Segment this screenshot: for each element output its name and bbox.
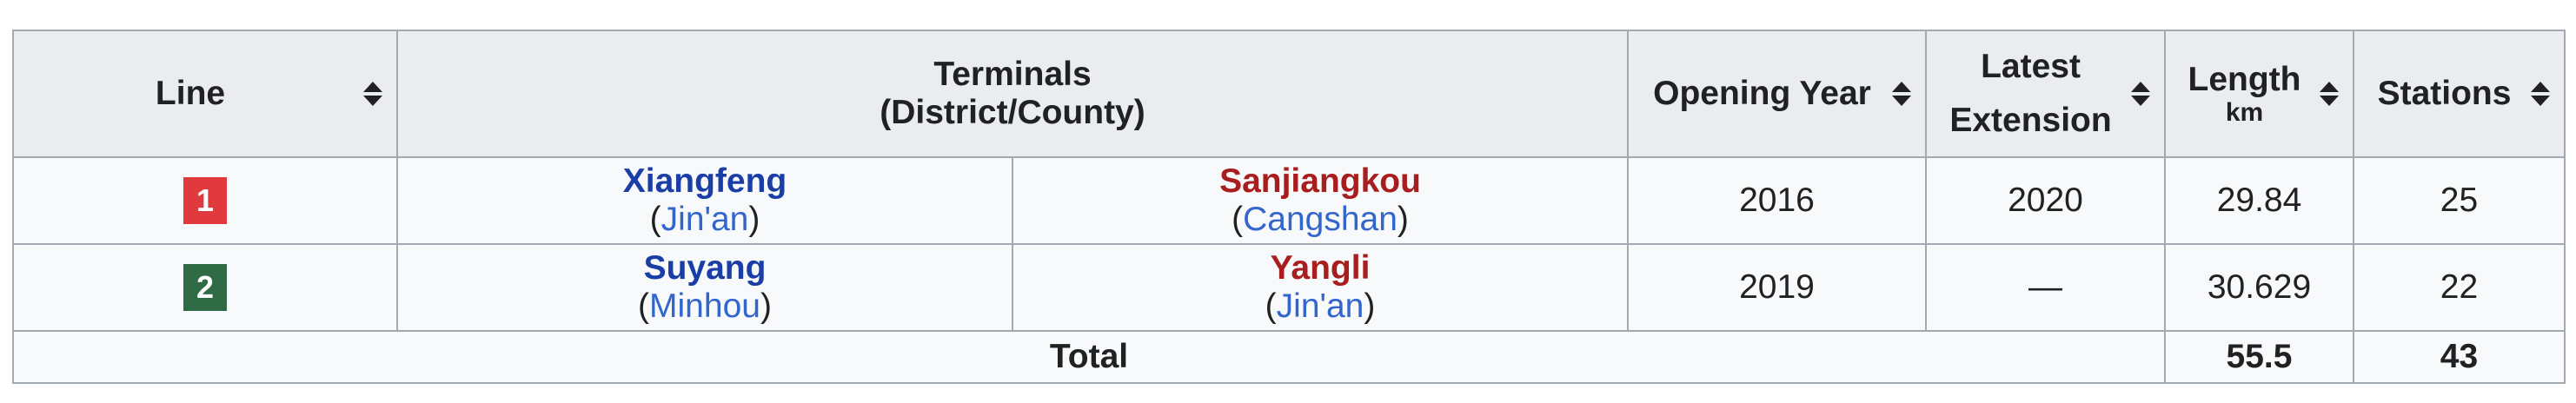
table-row: 2 Suyang (Minhou) Yangli (Jin'an) 2019 —…: [12, 243, 2566, 332]
district-link[interactable]: Cangshan: [1243, 201, 1398, 238]
sort-updown-icon[interactable]: [2531, 81, 2550, 107]
total-stations: 43: [2353, 330, 2566, 384]
terminal-b-district: (Jin'an): [1265, 287, 1376, 325]
terminal-a-cell: Suyang (Minhou): [396, 243, 1013, 332]
header-terminals-label: Terminals: [933, 56, 1092, 94]
header-line[interactable]: Line: [12, 30, 398, 158]
header-latest-label: Latest: [1981, 47, 2081, 85]
line-cell: 2: [12, 243, 398, 332]
header-terminals: Terminals (District/County): [396, 30, 1629, 158]
length-cell: 29.84: [2164, 156, 2354, 245]
header-line-label: Line: [155, 75, 226, 113]
stations-cell: 22: [2353, 243, 2566, 332]
header-length-unit: km: [2225, 98, 2264, 128]
opening-year-cell: 2016: [1627, 156, 1927, 245]
header-row: Line Terminals (District/County) Opening…: [12, 30, 2566, 158]
sort-updown-icon[interactable]: [363, 81, 382, 107]
district-link[interactable]: Jin'an: [661, 201, 749, 238]
header-terminals-sub: (District/County): [880, 94, 1145, 131]
latest-extension-cell: —: [1925, 243, 2166, 332]
sort-updown-icon[interactable]: [2131, 81, 2150, 107]
header-latest-extension[interactable]: Latest Extension: [1925, 30, 2166, 158]
length-cell: 30.629: [2164, 243, 2354, 332]
opening-year-cell: 2019: [1627, 243, 1927, 332]
header-length[interactable]: Length km: [2164, 30, 2354, 158]
district-link[interactable]: Jin'an: [1276, 287, 1364, 325]
line-badge[interactable]: 1: [183, 177, 227, 224]
header-stations-label: Stations: [2377, 75, 2512, 113]
total-length: 55.5: [2164, 330, 2354, 384]
header-length-label: Length: [2188, 60, 2301, 98]
metro-lines-table: Line Terminals (District/County) Opening…: [12, 30, 2566, 384]
terminal-b-name[interactable]: Yangli: [1270, 249, 1371, 287]
header-opening-year-label: Opening Year: [1653, 75, 1871, 113]
terminal-a-district: (Minhou): [638, 287, 772, 325]
latest-extension-cell: 2020: [1925, 156, 2166, 245]
sort-updown-icon[interactable]: [2320, 81, 2339, 107]
terminal-b-name[interactable]: Sanjiangkou: [1219, 162, 1421, 201]
terminal-a-name[interactable]: Xiangfeng: [622, 162, 787, 201]
total-row: Total 55.5 43: [12, 330, 2566, 384]
terminal-a-district: (Jin'an): [649, 201, 760, 238]
sort-updown-icon[interactable]: [1892, 81, 1911, 107]
terminal-a-name[interactable]: Suyang: [643, 249, 767, 287]
header-opening-year[interactable]: Opening Year: [1627, 30, 1927, 158]
terminal-b-cell: Yangli (Jin'an): [1012, 243, 1629, 332]
stations-cell: 25: [2353, 156, 2566, 245]
district-link[interactable]: Minhou: [649, 287, 760, 325]
line-cell: 1: [12, 156, 398, 245]
table-row: 1 Xiangfeng (Jin'an) Sanjiangkou (Cangsh…: [12, 156, 2566, 245]
line-badge[interactable]: 2: [183, 264, 227, 311]
terminal-a-cell: Xiangfeng (Jin'an): [396, 156, 1013, 245]
total-label: Total: [12, 330, 2166, 384]
header-stations[interactable]: Stations: [2353, 30, 2566, 158]
header-extension-label: Extension: [1949, 102, 2112, 139]
terminal-b-cell: Sanjiangkou (Cangshan): [1012, 156, 1629, 245]
terminal-b-district: (Cangshan): [1232, 201, 1409, 238]
